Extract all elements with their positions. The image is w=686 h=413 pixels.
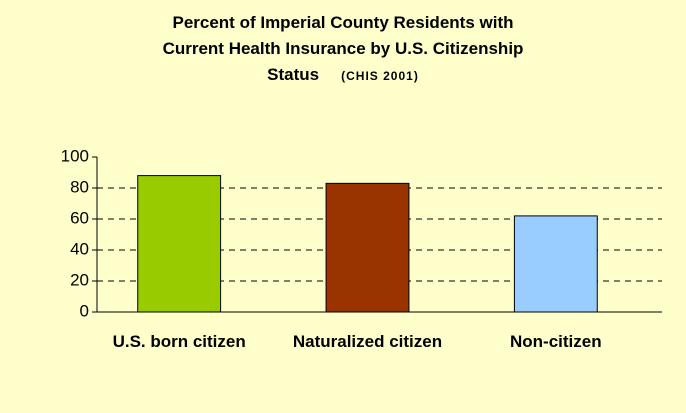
x-tick-label: Naturalized citizen [292, 332, 443, 351]
y-tick-label: 60 [70, 208, 89, 227]
bar [137, 175, 222, 313]
y-tick-label: 80 [70, 177, 89, 196]
x-tick-label: Non-citizen [510, 332, 602, 351]
subtitle: (CHIS 2001) [341, 69, 419, 83]
y-tick-label: 20 [70, 270, 89, 289]
y-tick-label: 0 [80, 301, 89, 320]
chart-title: Percent of Imperial County Residents wit… [0, 10, 686, 89]
y-tick-label: 100 [61, 146, 89, 165]
title-line: Percent of Imperial County Residents wit… [172, 13, 514, 32]
bar [325, 182, 410, 313]
title-line: Status (CHIS 2001) [0, 62, 686, 89]
title-line: Current Health Insurance by U.S. Citizen… [162, 39, 524, 58]
x-tick-label: U.S. born citizen [112, 332, 246, 351]
bar [513, 215, 598, 313]
title-line: Status [267, 65, 320, 84]
y-tick-label: 40 [70, 239, 89, 258]
